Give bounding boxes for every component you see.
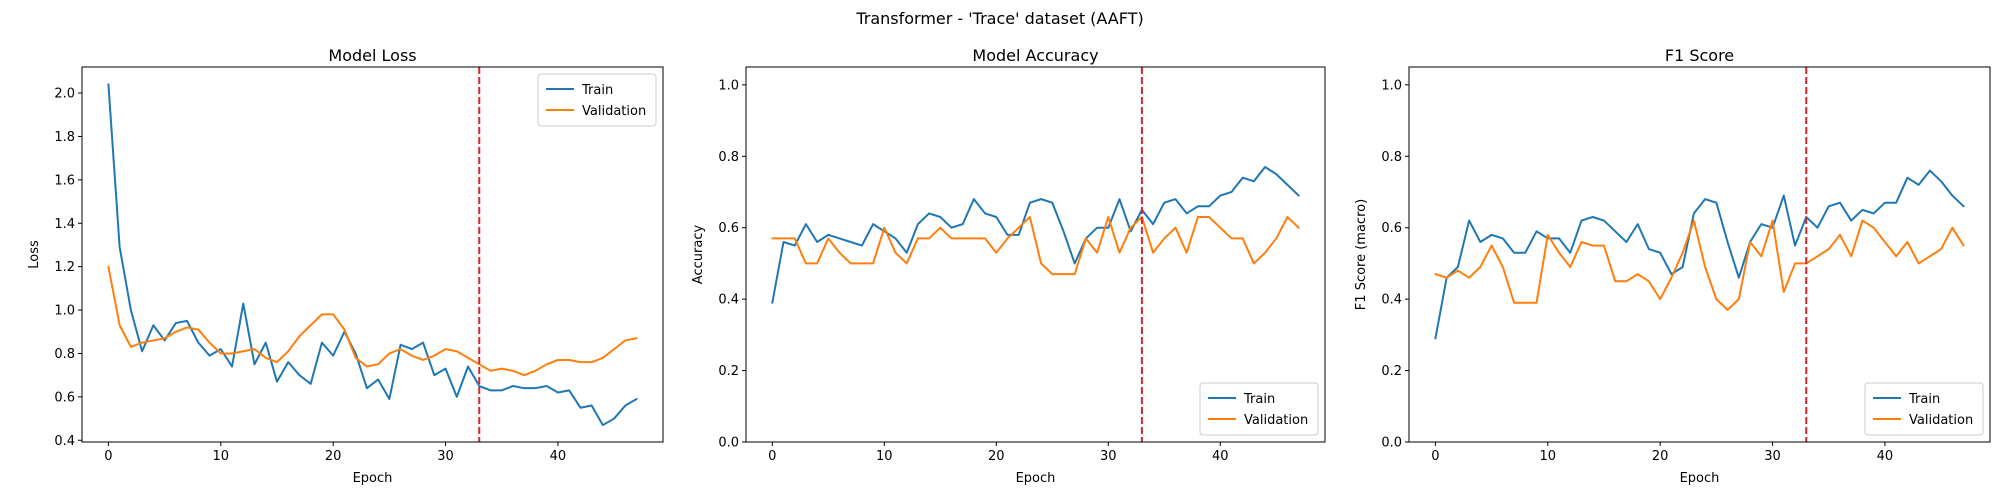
x-tick-label: 0 xyxy=(768,449,776,464)
series-line-validation xyxy=(107,265,638,377)
x-tick-label: 20 xyxy=(325,449,342,464)
series-line-train xyxy=(1434,169,1965,340)
plot-frame xyxy=(81,66,664,443)
chart-panel-1: Model Loss 0 10 20 30 40 0.4 0.6 0.8 1.0 1.2 1.4 1.6… xyxy=(27,46,664,486)
y-tick-label: 0.8 xyxy=(54,347,75,362)
x-tick-label: 20 xyxy=(988,449,1005,464)
legend: Train Validation xyxy=(1864,382,1984,436)
y-axis-label: F1 Score (macro) xyxy=(1354,199,1369,310)
legend-box xyxy=(1199,382,1319,436)
x-tick-label: 10 xyxy=(213,449,230,464)
chart-title: Model Loss xyxy=(328,46,416,65)
y-tick-label: 0.6 xyxy=(718,221,739,236)
y-tick-label: 0.2 xyxy=(1381,364,1402,379)
y-tick-label: 0.4 xyxy=(718,293,739,308)
y-tick-label: 0.4 xyxy=(1381,293,1402,308)
chart-title: F1 Score xyxy=(1665,46,1734,65)
x-axis-label: Epoch xyxy=(1680,471,1720,486)
legend-box xyxy=(537,73,657,127)
series-line-validation xyxy=(1434,219,1965,311)
x-tick-label: 0 xyxy=(104,449,112,464)
y-tick-label: 1.0 xyxy=(1381,78,1402,93)
x-tick-label: 40 xyxy=(1212,449,1229,464)
legend-label-train: Train xyxy=(1908,392,1940,407)
x-tick-label: 40 xyxy=(1877,449,1894,464)
y-tick-label: 0.4 xyxy=(54,434,75,449)
y-axis-label: Accuracy xyxy=(691,225,706,285)
x-tick-label: 30 xyxy=(1100,449,1117,464)
x-axis-label: Epoch xyxy=(353,471,393,486)
y-tick-label: 0.8 xyxy=(1381,150,1402,165)
legend-box xyxy=(1864,382,1984,436)
legend-label-validation: Validation xyxy=(582,104,646,119)
y-tick-label: 1.2 xyxy=(54,260,75,275)
plot-frame xyxy=(745,66,1326,443)
x-tick-label: 20 xyxy=(1652,449,1669,464)
chart-panel-3: F1 Score 0 10 20 30 40 0.0 0.2 0.4 0.6 0.8 1.0 Epoch… xyxy=(1354,46,1991,486)
y-tick-label: 1.0 xyxy=(718,78,739,93)
x-tick-label: 10 xyxy=(1540,449,1557,464)
legend-label-train: Train xyxy=(581,83,613,98)
chart-title: Model Accuracy xyxy=(972,46,1098,65)
y-tick-label: 0.6 xyxy=(1381,221,1402,236)
y-tick-label: 1.8 xyxy=(54,130,75,145)
x-tick-label: 30 xyxy=(1764,449,1781,464)
series-line-train xyxy=(771,166,1300,304)
figure-suptitle: Transformer - 'Trace' dataset (AAFT) xyxy=(855,9,1143,28)
x-tick-label: 0 xyxy=(1431,449,1439,464)
legend-label-train: Train xyxy=(1243,392,1275,407)
y-tick-label: 0.2 xyxy=(718,364,739,379)
y-axis-label: Loss xyxy=(27,240,42,269)
legend-label-validation: Validation xyxy=(1244,413,1308,428)
y-tick-label: 2.0 xyxy=(54,87,75,102)
y-tick-label: 0.8 xyxy=(718,150,739,165)
y-tick-label: 1.0 xyxy=(54,304,75,319)
x-tick-label: 30 xyxy=(437,449,454,464)
y-tick-label: 0.0 xyxy=(1381,436,1402,451)
legend-label-validation: Validation xyxy=(1909,413,1973,428)
y-tick-label: 1.6 xyxy=(54,173,75,188)
chart-panel-2: Model Accuracy 0 10 20 30 40 0.0 0.2 0.4 0.6 0.8 1.… xyxy=(691,46,1326,486)
y-tick-label: 0.6 xyxy=(54,390,75,405)
legend: Train Validation xyxy=(1199,382,1319,436)
x-axis-label: Epoch xyxy=(1016,471,1056,486)
series-line-validation xyxy=(771,216,1300,276)
plot-frame xyxy=(1408,66,1991,443)
x-tick-label: 40 xyxy=(550,449,567,464)
legend: Train Validation xyxy=(537,73,657,127)
series-line-train xyxy=(107,83,638,427)
x-tick-label: 10 xyxy=(876,449,893,464)
y-tick-label: 0.0 xyxy=(718,436,739,451)
y-tick-label: 1.4 xyxy=(54,217,75,232)
